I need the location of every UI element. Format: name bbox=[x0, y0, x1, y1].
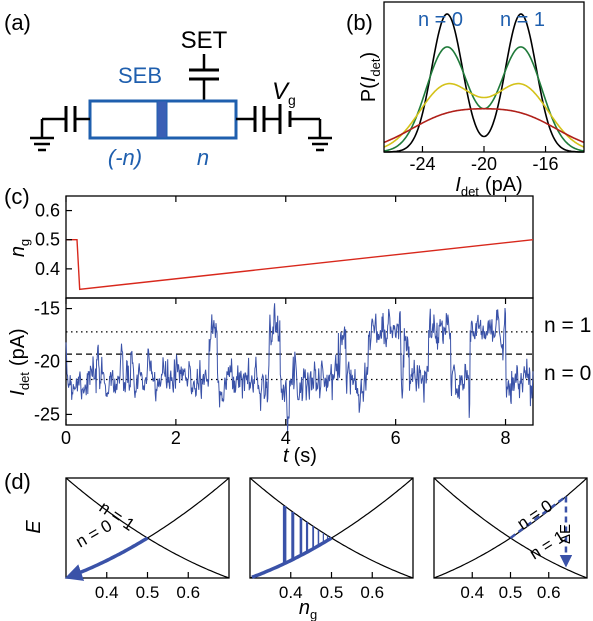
ng-trace bbox=[66, 239, 534, 291]
d-xtick-label: 0.6 bbox=[537, 583, 561, 602]
ng-ylabel: ng bbox=[7, 239, 32, 257]
energy-diagram-2: 0.4 0.5 0.6 bbox=[249, 477, 414, 602]
d-xtick-label: 0.4 bbox=[279, 583, 303, 602]
histogram-curve-yellow bbox=[383, 82, 585, 148]
ng-plot bbox=[66, 239, 534, 291]
d-ylabel: E bbox=[23, 520, 45, 534]
tunnel-junction bbox=[156, 100, 168, 139]
b-xtick-label: -20 bbox=[471, 154, 497, 174]
d3-delta-label: ΔE bbox=[557, 524, 574, 544]
d-xlabel: ng bbox=[299, 597, 317, 621]
d-xtick-label: 0.5 bbox=[499, 583, 523, 602]
idet-trace bbox=[65, 303, 534, 432]
parabola-n1 bbox=[249, 477, 414, 579]
c-xlabel: t (s) bbox=[283, 445, 317, 467]
idet-ytick-label: -20 bbox=[34, 352, 60, 372]
d3-n0-label: n = 0 bbox=[514, 496, 556, 533]
excited-path bbox=[509, 495, 567, 540]
vg-label: Vg bbox=[272, 78, 296, 108]
d-xtick-label: 0.6 bbox=[176, 583, 200, 602]
energy-diagram-1: 0.4 0.5 0.6 bbox=[64, 477, 230, 602]
b-ylabel: P(Idet) bbox=[358, 52, 383, 102]
panel-d-label: (d) bbox=[4, 469, 31, 494]
panel-b-xticks: -24 -20 -16 bbox=[409, 146, 559, 174]
panel-d: (d) 0.4 0.5 0.6 0.4 0.5 0.6 0.4 0.5 0.6 E ng n =… bbox=[4, 469, 588, 621]
histogram-curve-green bbox=[383, 46, 585, 152]
set-label: SET bbox=[181, 27, 228, 54]
panel-b: (b) n = 0 n = 1 -24 -20 -16 P(Idet) Idet (p… bbox=[346, 1, 585, 199]
energy-diagrams: 0.4 0.5 0.6 0.4 0.5 0.6 0.4 0.5 0.6 bbox=[64, 477, 588, 602]
histogram-curve-black bbox=[384, 13, 584, 153]
c-xtick-label: 8 bbox=[501, 428, 511, 448]
panel-c: (c) 0 2 4 6 80.60.50.4-15-20-25 ng Idet(pA) … bbox=[4, 184, 591, 467]
c-xtick-label: 4 bbox=[281, 428, 291, 448]
panel-c-label: (c) bbox=[4, 184, 30, 209]
idet-ytick-label: -15 bbox=[34, 299, 60, 319]
panel-a: (a) SET SEB Vg (-n) n bbox=[4, 10, 332, 170]
left-island-label: (-n) bbox=[108, 145, 142, 170]
b-xtick-label: -24 bbox=[409, 154, 435, 174]
b-xtick-label: -16 bbox=[533, 154, 559, 174]
idet-axes bbox=[65, 297, 534, 426]
c-xtick-label: 6 bbox=[391, 428, 401, 448]
histogram-curve-red bbox=[383, 107, 585, 144]
charge-path bbox=[251, 536, 333, 579]
parabola-n0 bbox=[249, 477, 414, 579]
histogram-curves bbox=[383, 13, 585, 153]
panel-c-ticks: 0 2 4 6 8 0.6 0.5 0.4 -15 -20 -25 bbox=[34, 196, 511, 448]
energy-diagram-3: 0.4 0.5 0.6 bbox=[433, 477, 588, 602]
relaxation-arrow bbox=[64, 536, 149, 581]
d-xtick-label: 0.4 bbox=[460, 583, 484, 602]
panel-b-label: (b) bbox=[346, 10, 373, 35]
d-xtick-label: 0.5 bbox=[136, 583, 160, 602]
c-xtick-label: 0 bbox=[61, 428, 71, 448]
panel-b-frame bbox=[383, 1, 585, 153]
d-xtick-label: 0.4 bbox=[95, 583, 119, 602]
ng-ytick-label: 0.6 bbox=[35, 201, 60, 221]
panel-a-label: (a) bbox=[4, 10, 31, 35]
seb-label: SEB bbox=[118, 63, 162, 88]
c-n1-label: n = 1 bbox=[544, 314, 591, 337]
idet-plot bbox=[65, 303, 534, 432]
b-xlabel: Idet (pA) bbox=[455, 174, 522, 199]
d-xtick-label: 0.6 bbox=[360, 583, 384, 602]
c-xtick-label: 2 bbox=[171, 428, 181, 448]
idet-ytick-label: -25 bbox=[34, 404, 60, 424]
c-n0-label: n = 0 bbox=[544, 362, 591, 385]
b-n0-label: n = 0 bbox=[418, 9, 463, 31]
d-xtick-label: 0.5 bbox=[320, 583, 344, 602]
b-n1-label: n = 1 bbox=[500, 9, 545, 31]
ng-ytick-label: 0.5 bbox=[35, 230, 60, 250]
ng-ytick-label: 0.4 bbox=[35, 259, 60, 279]
idet-ylabel: Idet(pA) bbox=[7, 328, 32, 395]
right-island-label: n bbox=[197, 145, 209, 170]
energy-diagram-frame bbox=[249, 477, 414, 579]
